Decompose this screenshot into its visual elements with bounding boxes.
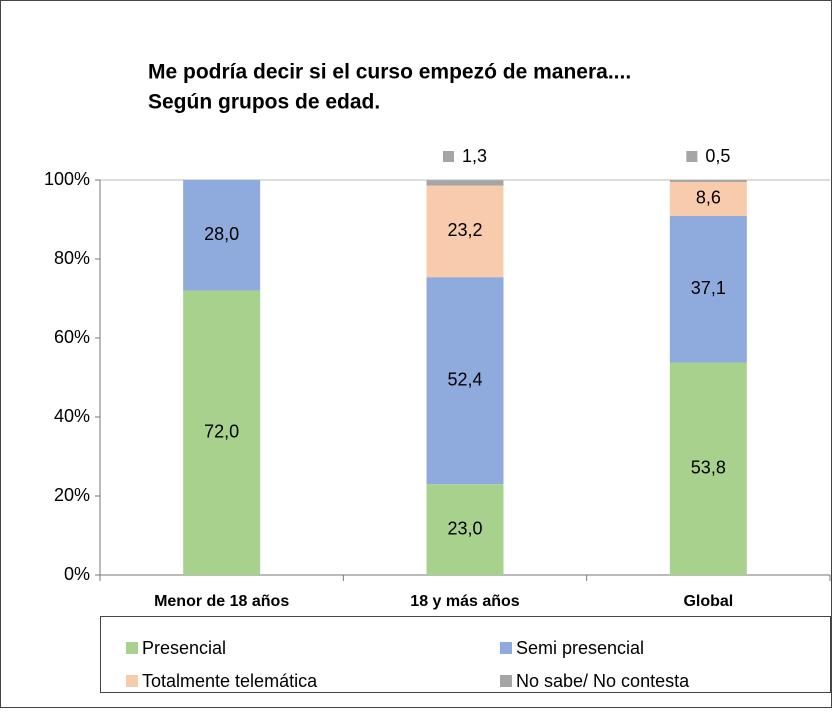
x-tick-label: 18 y más años [410,593,520,610]
y-tick-label: 0% [64,564,90,584]
data-label: 53,8 [691,457,726,477]
y-tick-label: 40% [54,406,90,426]
data-label: 8,6 [696,188,721,208]
bar-segment [183,180,261,291]
bar-segment [669,362,747,575]
legend-swatch [500,675,512,687]
data-label: 23,0 [447,518,482,538]
data-label: 28,0 [204,224,239,244]
legend-box [100,616,831,693]
legend-label: No sabe/ No contesta [516,671,690,691]
data-label: 37,1 [691,278,726,298]
bar-segment [426,180,504,186]
bar-segment [426,484,504,575]
y-tick-label: 60% [54,327,90,347]
x-tick-label: Global [683,593,733,610]
legend-swatch [126,675,138,687]
x-tick-label: Menor de 18 años [154,593,289,610]
chart-title: Me podría decir si el curso empezó de ma… [148,61,631,84]
y-tick-label: 80% [54,248,90,268]
legend-swatch [500,642,512,654]
legend-swatch [126,642,138,654]
label-key [686,151,698,162]
bar-segment [183,290,261,575]
bar-segment [426,185,504,278]
bar-segment [669,181,747,216]
data-label: 72,0 [204,422,239,442]
legend-label: Presencial [142,638,226,658]
legend-label: Totalmente telemática [142,671,318,691]
label-key [443,151,454,162]
bar-segment [426,277,504,485]
y-tick-label: 20% [54,485,90,505]
y-tick-label: 100% [44,169,90,189]
legend-label: Semi presencial [516,638,644,658]
data-label: 23,2 [447,220,482,240]
bar-segment [669,180,747,182]
data-label: 1,3 [462,146,487,166]
bar-segment [669,215,747,363]
data-label: 52,4 [447,369,482,389]
chart-title: Según grupos de edad. [148,91,380,114]
data-label: 0,5 [705,146,730,166]
